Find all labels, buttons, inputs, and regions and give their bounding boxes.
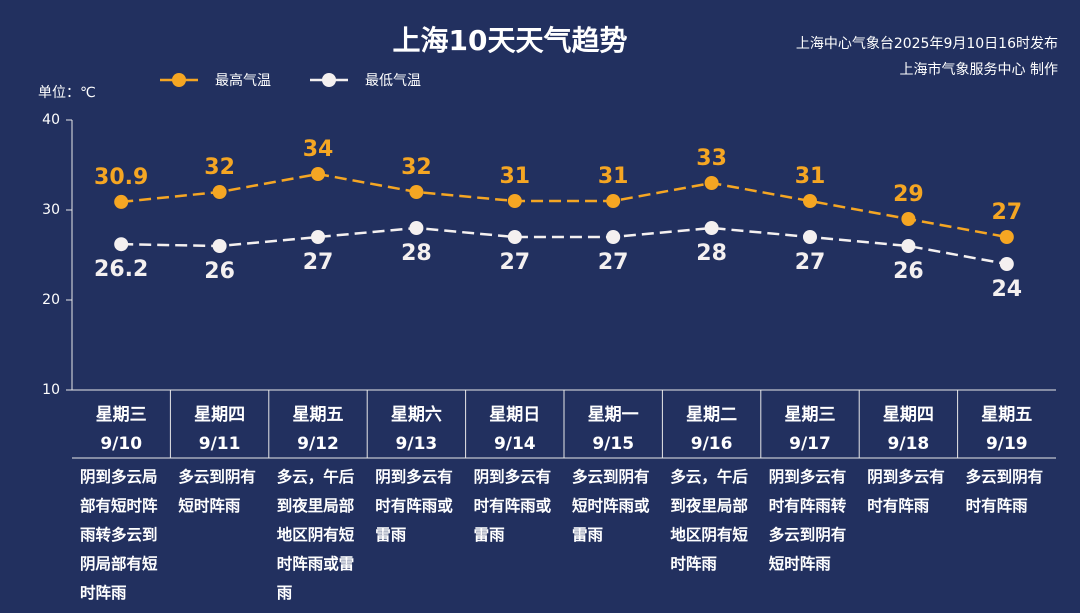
data-label: 29	[893, 182, 924, 207]
point	[901, 239, 916, 253]
weekday-label: 星期三	[96, 405, 147, 425]
data-label: 27	[598, 250, 629, 275]
point	[114, 237, 129, 252]
data-label: 24	[991, 277, 1022, 302]
point	[409, 185, 424, 199]
y-tick-label: 20	[42, 292, 60, 308]
point	[803, 194, 817, 208]
weather-text: 阴到多云局部有短时阵雨转多云到阴局部有短时阵雨	[80, 468, 158, 602]
y-axis-label: 单位：℃	[38, 85, 96, 101]
point	[114, 194, 129, 209]
x-tick-label: 9/18	[888, 434, 930, 454]
point	[409, 221, 424, 235]
weekday-label: 星期四	[883, 405, 934, 425]
weekday-label: 星期五	[293, 405, 344, 425]
point	[212, 239, 227, 253]
point	[999, 230, 1014, 244]
x-tick-label: 9/17	[789, 434, 831, 454]
data-label: 27	[795, 250, 826, 275]
chart-title: 上海10天天气趋势	[393, 24, 628, 57]
x-tick-label: 9/12	[297, 434, 339, 454]
data-label: 28	[696, 241, 727, 266]
weather-text: 阴到多云有时有阵雨或雷雨	[375, 468, 453, 544]
x-tick-label: 9/10	[100, 434, 142, 454]
data-label: 32	[401, 155, 432, 180]
weather-text: 阴到多云有时有阵雨或雷雨	[473, 468, 552, 544]
point	[507, 194, 522, 208]
weather-text: 多云到阴有短时阵雨	[178, 468, 256, 515]
legend-label: 最高气温	[215, 72, 271, 89]
y-tick-label: 30	[42, 202, 60, 218]
weekday-label: 星期五	[981, 405, 1032, 425]
y-tick-label: 10	[42, 382, 60, 398]
data-label: 31	[795, 164, 826, 189]
legend-marker	[322, 73, 336, 87]
data-label: 27	[303, 250, 334, 275]
weather-text: 多云，午后到夜里局部地区阴有短时阵雨或雷雨	[276, 468, 355, 602]
legend-marker	[172, 73, 186, 87]
data-label: 31	[499, 164, 530, 189]
x-tick-label: 9/15	[592, 434, 634, 454]
data-label: 26.2	[94, 257, 148, 282]
weather-text: 阴到多云有时有阵雨	[867, 468, 945, 515]
weekday-label: 星期二	[686, 405, 737, 425]
data-label: 33	[696, 146, 727, 171]
data-label: 27	[991, 200, 1022, 225]
data-label: 26	[893, 259, 924, 284]
weekday-label: 星期六	[391, 404, 442, 425]
data-label: 32	[204, 155, 235, 180]
point	[311, 167, 325, 181]
point	[606, 194, 621, 208]
data-label: 31	[598, 164, 629, 189]
point	[704, 176, 719, 190]
subtitle: 上海中心气象台2025年9月10日16时发布	[796, 36, 1058, 52]
x-tick-label: 9/14	[494, 434, 536, 454]
weekday-label: 星期三	[785, 405, 836, 425]
weekday-label: 星期日	[489, 405, 540, 425]
weekday-label: 星期四	[194, 405, 245, 425]
point	[901, 212, 916, 226]
data-label: 28	[401, 241, 432, 266]
x-tick-label: 9/13	[396, 434, 438, 454]
line	[121, 172, 1008, 239]
point	[803, 230, 817, 244]
x-tick-label: 9/16	[691, 434, 733, 454]
x-tick-label: 9/19	[986, 434, 1028, 454]
data-label: 26	[204, 259, 235, 284]
data-label: 34	[303, 137, 334, 162]
data-label: 30.9	[94, 165, 148, 190]
weather-text: 阴到多云有时有阵雨转多云到阴有短时阵雨	[768, 468, 847, 573]
legend-label: 最低气温	[365, 73, 421, 89]
subtitle: 上海市气象服务中心 制作	[900, 61, 1058, 78]
line	[121, 226, 1008, 266]
x-tick-label: 9/11	[199, 434, 241, 454]
point	[999, 257, 1014, 271]
point	[606, 230, 621, 244]
point	[311, 230, 325, 244]
point	[507, 230, 522, 244]
data-label: 27	[499, 250, 530, 275]
weekday-label: 星期一	[588, 405, 639, 425]
weather-text: 多云到阴有时有阵雨	[965, 468, 1044, 515]
y-tick-label: 40	[42, 112, 60, 128]
point	[212, 185, 227, 199]
point	[704, 221, 719, 235]
weather-text: 多云到阴有短时阵雨或雷雨	[572, 468, 650, 544]
weather-text: 多云，午后到夜里局部地区阴有短时阵雨	[670, 468, 748, 573]
